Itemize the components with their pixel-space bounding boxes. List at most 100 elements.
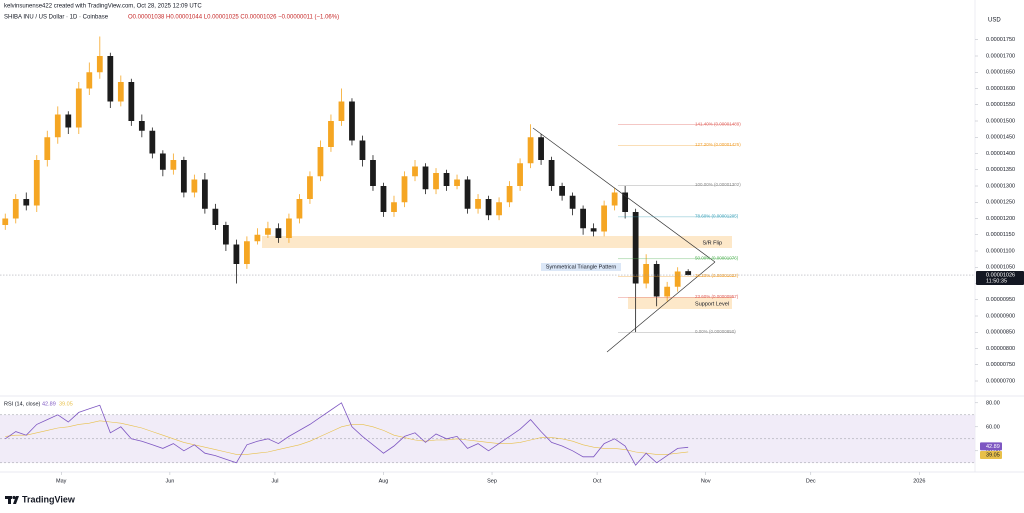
candle-body xyxy=(475,199,481,209)
countdown: 11:50:35 xyxy=(986,279,1007,285)
candle-body xyxy=(117,82,124,102)
rsi-axis-value: 42.89 xyxy=(986,444,1000,450)
y-tick-label: 0.00001250 xyxy=(986,200,1015,206)
x-tick-label: Dec xyxy=(806,478,816,484)
candle-body xyxy=(370,160,376,186)
candle-body xyxy=(559,186,565,196)
rsi-value-box xyxy=(980,442,1002,451)
candle-body xyxy=(391,202,397,212)
candle-body xyxy=(2,218,9,225)
candle-body xyxy=(149,130,156,154)
x-tick-label: 2026 xyxy=(913,478,925,484)
candle-body xyxy=(380,186,387,212)
candle-body xyxy=(96,56,103,73)
symbol: SHIBA INU / US Dollar · 1D · Coinbase xyxy=(4,15,109,21)
y-tick-label: 0.00001600 xyxy=(986,86,1015,92)
candle-body xyxy=(464,179,471,209)
support-zone xyxy=(628,297,732,309)
candle-body xyxy=(191,179,198,193)
candle-body xyxy=(422,166,429,190)
annotation: Symmetrical Triangle Pattern xyxy=(546,264,617,270)
ohlc: O0.00001038 H0.00001044 L0.00001025 C0.0… xyxy=(128,15,339,21)
last-price-box xyxy=(976,271,1024,286)
x-tick-label: Sep xyxy=(487,478,497,484)
candle-body xyxy=(454,179,460,186)
candle-body xyxy=(674,271,681,287)
candle-body xyxy=(128,82,135,121)
candle-body xyxy=(506,186,513,203)
candle-body xyxy=(307,176,313,199)
fib-label: 100.00% (0.00001302) xyxy=(695,182,741,187)
candle-body xyxy=(527,137,534,164)
candle-body xyxy=(33,160,40,206)
y-tick-label: 0.00001350 xyxy=(986,167,1015,173)
y-tick-label: 0.00001200 xyxy=(986,216,1015,222)
candle-body xyxy=(653,264,660,297)
y-tick-label: 0.00001550 xyxy=(986,102,1015,108)
rsi-value: 42.89 xyxy=(42,401,56,407)
candle-body xyxy=(517,163,523,186)
candle-body xyxy=(170,160,177,170)
candle-body xyxy=(338,101,345,121)
rsi-line xyxy=(5,420,689,455)
y-tick-label: 0.00001150 xyxy=(986,232,1015,238)
rsi-axis-value: 39.05 xyxy=(986,452,1000,458)
candle-body xyxy=(632,212,639,284)
candle-body xyxy=(359,140,366,160)
candle-body xyxy=(65,114,72,128)
y-tick-label: 0.00001700 xyxy=(986,53,1015,59)
candle-body xyxy=(496,202,502,216)
candle-body xyxy=(317,147,324,177)
candle-body xyxy=(54,114,61,138)
candle-body xyxy=(275,228,282,238)
candle-body xyxy=(222,225,229,245)
candle-body xyxy=(611,192,618,206)
unit: USD xyxy=(988,18,1001,24)
candle-body xyxy=(75,88,82,128)
annotation: Support Level xyxy=(695,301,729,307)
candle-body xyxy=(44,137,51,160)
y-tick-label: 0.00001300 xyxy=(986,183,1015,189)
y-tick-label: 0.00000900 xyxy=(986,313,1015,319)
rsi-value: 39.05 xyxy=(59,401,73,407)
x-tick-label: Jul xyxy=(271,478,278,484)
candle-body xyxy=(548,160,555,186)
rsi-line xyxy=(5,402,689,466)
candle-body xyxy=(233,244,240,264)
last-price-label: 0.00001026 xyxy=(986,273,1015,279)
fib-label: 78.60% (0.00001205) xyxy=(695,214,739,219)
x-tick-label: Jun xyxy=(165,478,174,484)
candle-body xyxy=(685,271,692,276)
candle-body xyxy=(580,208,586,229)
y-tick-label: 0.00000850 xyxy=(986,330,1015,336)
trendline-upper xyxy=(532,127,716,263)
y-tick-label: 0.00001100 xyxy=(986,248,1015,254)
x-tick-label: Oct xyxy=(593,478,602,484)
y-tick-label: 0.00001400 xyxy=(986,151,1015,157)
y-tick-label: 0.00001450 xyxy=(986,135,1015,141)
candle-body xyxy=(412,166,418,177)
candle-body xyxy=(590,228,597,232)
y-tick-label: 60.00 xyxy=(986,424,1000,430)
candle-body xyxy=(159,153,166,170)
candle-body xyxy=(23,199,30,206)
candle-body xyxy=(86,72,93,89)
y-tick-label: 0.00001500 xyxy=(986,118,1015,124)
brand: TradingView xyxy=(22,494,76,504)
candle-body xyxy=(328,121,334,147)
y-tick-label: 80.00 xyxy=(986,400,1000,406)
y-tick-label: 0.00001650 xyxy=(986,70,1015,76)
fib-label: 50.00% (0.00001076) xyxy=(695,255,739,260)
fib-label: 23.60% (0.00000957) xyxy=(695,294,739,299)
brand-logo xyxy=(5,495,19,504)
y-tick-label: 0.00000750 xyxy=(986,362,1015,368)
candle-body xyxy=(286,218,292,238)
candle-body xyxy=(485,199,492,216)
y-tick-label: 0.00000950 xyxy=(986,297,1015,303)
y-tick-label: 0.00000700 xyxy=(986,378,1015,384)
candle-body xyxy=(622,192,629,212)
candle-body xyxy=(265,228,271,235)
annotation-box xyxy=(541,263,621,271)
candle-body xyxy=(296,199,303,219)
